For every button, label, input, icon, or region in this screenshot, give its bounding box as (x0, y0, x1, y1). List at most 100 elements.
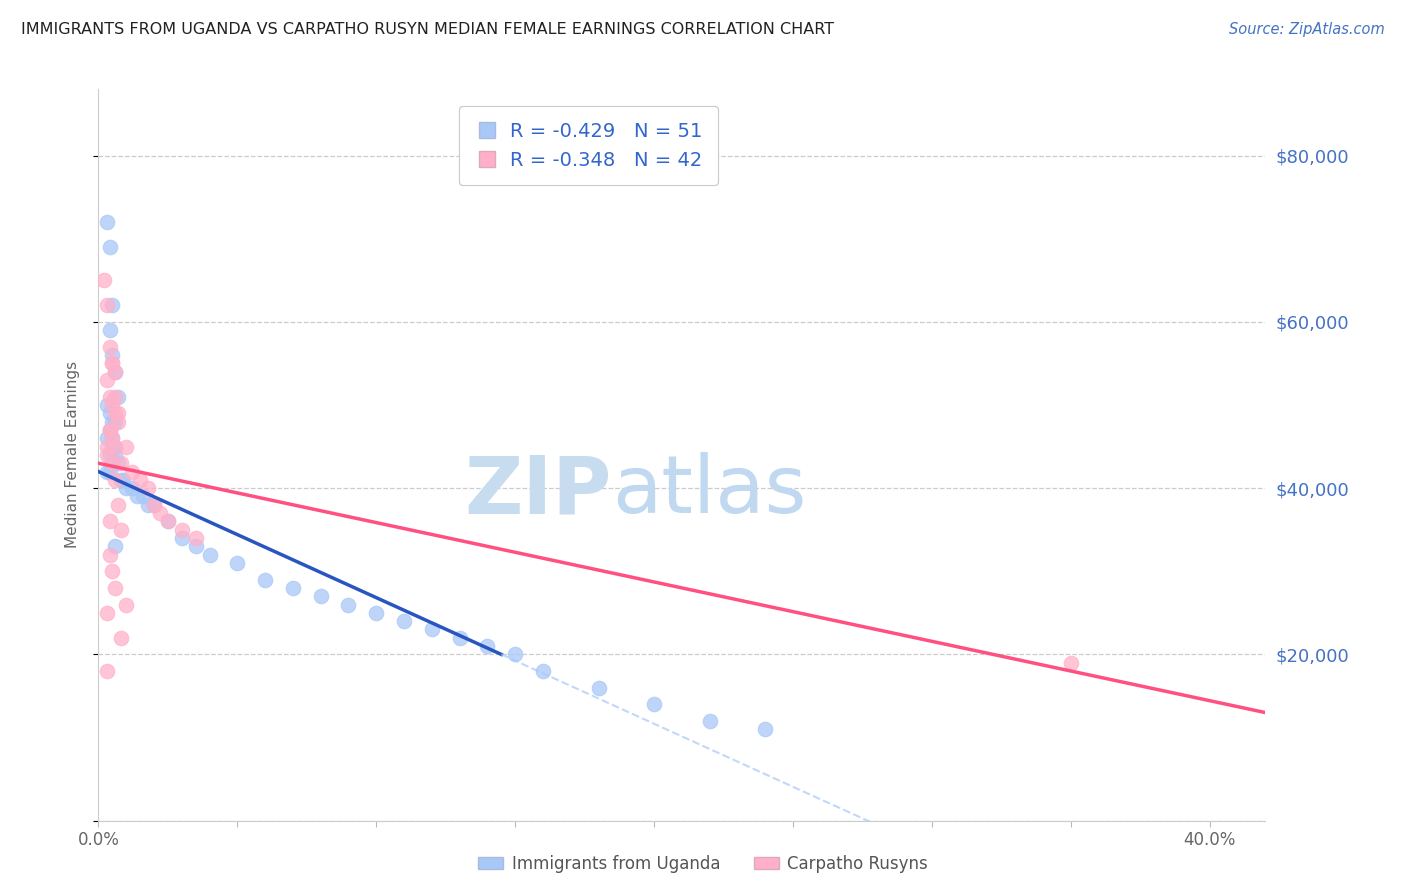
Point (96, 606, 118, 620)
Point (104, 365, 127, 379)
Point (170, 523, 193, 537)
Point (96, 664, 118, 678)
Point (115, 598, 138, 612)
Point (104, 539, 127, 553)
Point (281, 581, 304, 595)
Point (107, 406, 129, 420)
Point (98, 323, 121, 337)
Point (127, 490, 149, 504)
Point (143, 498, 166, 512)
Point (101, 348, 124, 362)
Point (138, 498, 160, 512)
Point (477, 639, 499, 653)
Point (98, 548, 121, 562)
Point (366, 606, 388, 620)
Point (96, 298, 118, 312)
Point (699, 714, 721, 728)
Point (110, 523, 132, 537)
Point (96, 398, 118, 412)
Point (143, 498, 166, 512)
Point (101, 356, 124, 371)
Point (110, 456, 132, 470)
Point (98, 448, 121, 462)
Point (1060, 656, 1083, 670)
Point (104, 406, 127, 420)
Point (121, 481, 143, 495)
Y-axis label: Median Female Earnings: Median Female Earnings (65, 361, 80, 549)
Point (110, 473, 132, 487)
Point (156, 515, 179, 529)
Point (96, 440, 118, 454)
Point (226, 556, 249, 570)
Point (104, 448, 127, 462)
Text: ZIP: ZIP (464, 452, 612, 531)
Point (104, 440, 127, 454)
Point (503, 648, 526, 662)
Legend: R = -0.429   N = 51, R = -0.348   N = 42: R = -0.429 N = 51, R = -0.348 N = 42 (460, 106, 718, 185)
Point (449, 631, 471, 645)
Point (112, 473, 135, 487)
Point (98, 515, 121, 529)
Point (96, 448, 118, 462)
Point (337, 598, 360, 612)
Point (101, 564, 124, 578)
Point (107, 415, 129, 429)
Point (643, 698, 665, 712)
Point (121, 465, 143, 479)
Point (98, 423, 121, 437)
Point (98, 240, 121, 254)
Point (129, 473, 152, 487)
Point (101, 440, 124, 454)
Text: IMMIGRANTS FROM UGANDA VS CARPATHO RUSYN MEDIAN FEMALE EARNINGS CORRELATION CHAR: IMMIGRANTS FROM UGANDA VS CARPATHO RUSYN… (21, 22, 834, 37)
Point (254, 573, 277, 587)
Point (754, 723, 776, 737)
Point (104, 581, 127, 595)
Point (101, 456, 124, 470)
Point (101, 398, 124, 412)
Point (198, 548, 221, 562)
Point (96, 465, 118, 479)
Point (531, 664, 554, 678)
Point (420, 623, 443, 637)
Point (115, 481, 138, 495)
Text: Source: ZipAtlas.com: Source: ZipAtlas.com (1229, 22, 1385, 37)
Text: atlas: atlas (612, 452, 806, 531)
Point (184, 539, 207, 553)
Point (170, 531, 193, 545)
Point (104, 440, 127, 454)
Point (156, 515, 179, 529)
Point (96, 373, 118, 387)
Point (98, 340, 121, 354)
Point (93, 273, 115, 287)
Point (588, 681, 610, 695)
Point (309, 589, 332, 603)
Point (98, 390, 121, 404)
Point (107, 390, 129, 404)
Point (101, 456, 124, 470)
Point (138, 481, 160, 495)
Point (98, 406, 121, 420)
Legend: Immigrants from Uganda, Carpatho Rusyns: Immigrants from Uganda, Carpatho Rusyns (471, 848, 935, 880)
Point (96, 431, 118, 445)
Point (392, 614, 415, 628)
Point (110, 631, 132, 645)
Point (104, 390, 127, 404)
Point (101, 298, 124, 312)
Point (101, 431, 124, 445)
Point (98, 423, 121, 437)
Point (104, 415, 127, 429)
Point (101, 431, 124, 445)
Point (184, 531, 207, 545)
Point (107, 456, 129, 470)
Point (96, 215, 118, 229)
Point (101, 356, 124, 371)
Point (107, 498, 129, 512)
Point (148, 506, 170, 520)
Point (104, 365, 127, 379)
Point (101, 415, 124, 429)
Point (104, 473, 127, 487)
Point (132, 490, 155, 504)
Point (98, 423, 121, 437)
Point (98, 465, 121, 479)
Point (115, 440, 138, 454)
